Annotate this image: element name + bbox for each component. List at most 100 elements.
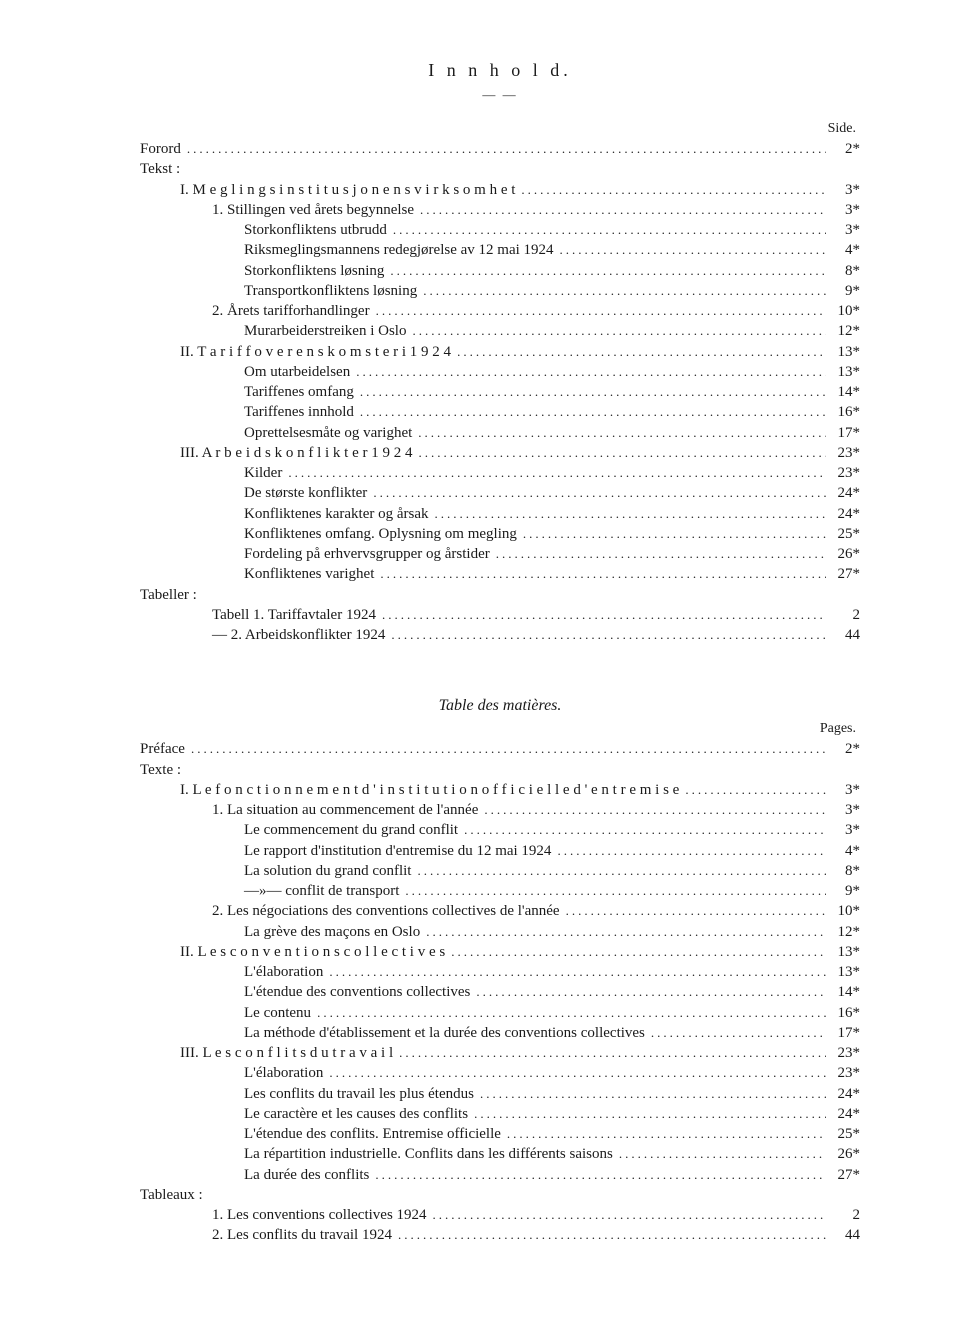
toc-page: 3* [826, 800, 860, 820]
toc-label: Le rapport d'institution d'entremise du … [244, 841, 557, 861]
toc-label: L'étendue des conflits. Entremise offici… [244, 1124, 507, 1144]
toc1-body: Forord2*Tekst :I. M e g l i n g s i n s … [140, 139, 860, 645]
toc-dots [560, 241, 826, 259]
toc-label: La méthode d'établissement et la durée d… [244, 1023, 651, 1043]
toc-dots [521, 181, 826, 199]
toc-label: 1. Stillingen ved årets begynnelse [212, 200, 420, 220]
toc-page: 8* [826, 861, 860, 881]
toc-line: Le contenu16* [140, 1003, 860, 1023]
toc-dots [474, 1105, 826, 1123]
toc-dots [376, 302, 826, 320]
toc-dots [412, 322, 826, 340]
toc1-title: I n n h o l d. [140, 60, 860, 81]
toc-dots [382, 606, 826, 624]
toc-label: Tabell 1. Tariffavtaler 1924 [212, 605, 382, 625]
toc-line: 1. Stillingen ved årets begynnelse 3* [140, 200, 860, 220]
toc-label: Murarbeiderstreiken i Oslo [244, 321, 412, 341]
toc-label: Tariffenes omfang [244, 382, 360, 402]
toc-label: La répartition industrielle. Conflits da… [244, 1144, 619, 1164]
toc-page: 16* [826, 402, 860, 422]
toc-page: 23* [826, 1043, 860, 1063]
toc-label: —»— conflit de transport [244, 881, 405, 901]
toc-line: Tariffenes omfang 14* [140, 382, 860, 402]
toc-label: Transportkonfliktens løsning [244, 281, 423, 301]
toc-page: 24* [826, 483, 860, 503]
toc-line: III. A r b e i d s k o n f l i k t e r 1… [140, 443, 860, 463]
toc-page: 12* [826, 922, 860, 942]
toc-label: II. L e s c o n v e n t i o n s c o l l … [180, 942, 451, 962]
toc-page: 4* [826, 841, 860, 861]
toc-dots [360, 383, 826, 401]
document-page: I n n h o l d. — — Side. Forord2*Tekst :… [0, 0, 960, 1286]
toc-dots [329, 963, 826, 981]
toc-line: Le caractère et les causes des conflits2… [140, 1104, 860, 1124]
toc-line: III. L e s c o n f l i t s d u t r a v a… [140, 1043, 860, 1063]
toc-dots [464, 821, 826, 839]
toc-line: Riksmeglingsmannens redegjørelse av 12 m… [140, 240, 860, 260]
toc-page: 2* [826, 739, 860, 759]
toc-page: 9* [826, 881, 860, 901]
toc-label: La durée des conflits [244, 1165, 375, 1185]
toc-page: 44 [826, 625, 860, 645]
toc-line: De største konflikter24* [140, 483, 860, 503]
toc-page: 27* [826, 564, 860, 584]
toc-page: 23* [826, 463, 860, 483]
toc-line: Transportkonfliktens løsning9* [140, 281, 860, 301]
toc-label: Texte : [140, 760, 187, 780]
toc-label: Storkonfliktens utbrudd [244, 220, 393, 240]
toc-label: Préface [140, 739, 191, 759]
toc-dots [557, 842, 826, 860]
toc-label: Fordeling på erhvervsgrupper og årstider [244, 544, 496, 564]
toc-line: Tabeller : [140, 585, 860, 605]
toc2-title: Table des matières. [140, 697, 860, 715]
toc-page: 27* [826, 1165, 860, 1185]
toc-line: 1. Les conventions collectives 19242 [140, 1205, 860, 1225]
toc-label: Om utarbeidelsen [244, 362, 356, 382]
toc-label: Riksmeglingsmannens redegjørelse av 12 m… [244, 240, 560, 260]
toc-dots [405, 882, 826, 900]
toc-dots [317, 1004, 826, 1022]
toc-dots [390, 262, 826, 280]
toc-dots [651, 1024, 826, 1042]
toc-label: III. L e s c o n f l i t s d u t r a v a… [180, 1043, 399, 1063]
toc-line: Tableaux : [140, 1185, 860, 1205]
toc-label: Oprettelsesmåte og varighet [244, 423, 418, 443]
toc-page: 10* [826, 901, 860, 921]
toc-line: Le rapport d'institution d'entremise du … [140, 841, 860, 861]
toc-line: Konfliktenes omfang. Oplysning om meglin… [140, 524, 860, 544]
toc-page: 16* [826, 1003, 860, 1023]
toc-line: L'élaboration23* [140, 1063, 860, 1083]
toc-page: 3* [826, 200, 860, 220]
toc-line: I. L e f o n c t i o n n e m e n t d ' i… [140, 780, 860, 800]
toc-line: La solution du grand conflit8* [140, 861, 860, 881]
toc-line: Konfliktenes karakter og årsak24* [140, 504, 860, 524]
toc2-body: Préface 2* Texte :I. L e f o n c t i o n n… [140, 739, 860, 1245]
toc-line: La méthode d'établissement et la durée d… [140, 1023, 860, 1043]
toc-page: 14* [826, 382, 860, 402]
toc-dots [476, 983, 826, 1001]
toc-label: L'élaboration [244, 1063, 329, 1083]
toc-page: 26* [826, 544, 860, 564]
toc-dots [523, 525, 826, 543]
toc-page: 10* [826, 301, 860, 321]
toc-dots [457, 343, 826, 361]
toc-line: Storkonfliktens utbrudd3* [140, 220, 860, 240]
toc-label: Storkonfliktens løsning [244, 261, 390, 281]
toc-page: 26* [826, 1144, 860, 1164]
toc-line: Forord2* [140, 139, 860, 159]
toc-page: 4* [826, 240, 860, 260]
toc-dots [418, 444, 826, 462]
toc-line: I. M e g l i n g s i n s t i t u s j o n… [140, 180, 860, 200]
toc-label: Tableaux : [140, 1185, 209, 1205]
toc-line: La répartition industrielle. Conflits da… [140, 1144, 860, 1164]
toc-line: Om utarbeidelsen13* [140, 362, 860, 382]
toc-page: 13* [826, 942, 860, 962]
toc-page: 2* [826, 139, 860, 159]
toc-page: 24* [826, 1084, 860, 1104]
toc-label: Les conflits du travail les plus étendus [244, 1084, 480, 1104]
toc-line: Les conflits du travail les plus étendus… [140, 1084, 860, 1104]
toc-line: Konfliktenes varighet 27* [140, 564, 860, 584]
toc-dots [191, 740, 826, 758]
toc-label: Konfliktenes varighet [244, 564, 380, 584]
toc-label: I. L e f o n c t i o n n e m e n t d ' i… [180, 780, 685, 800]
